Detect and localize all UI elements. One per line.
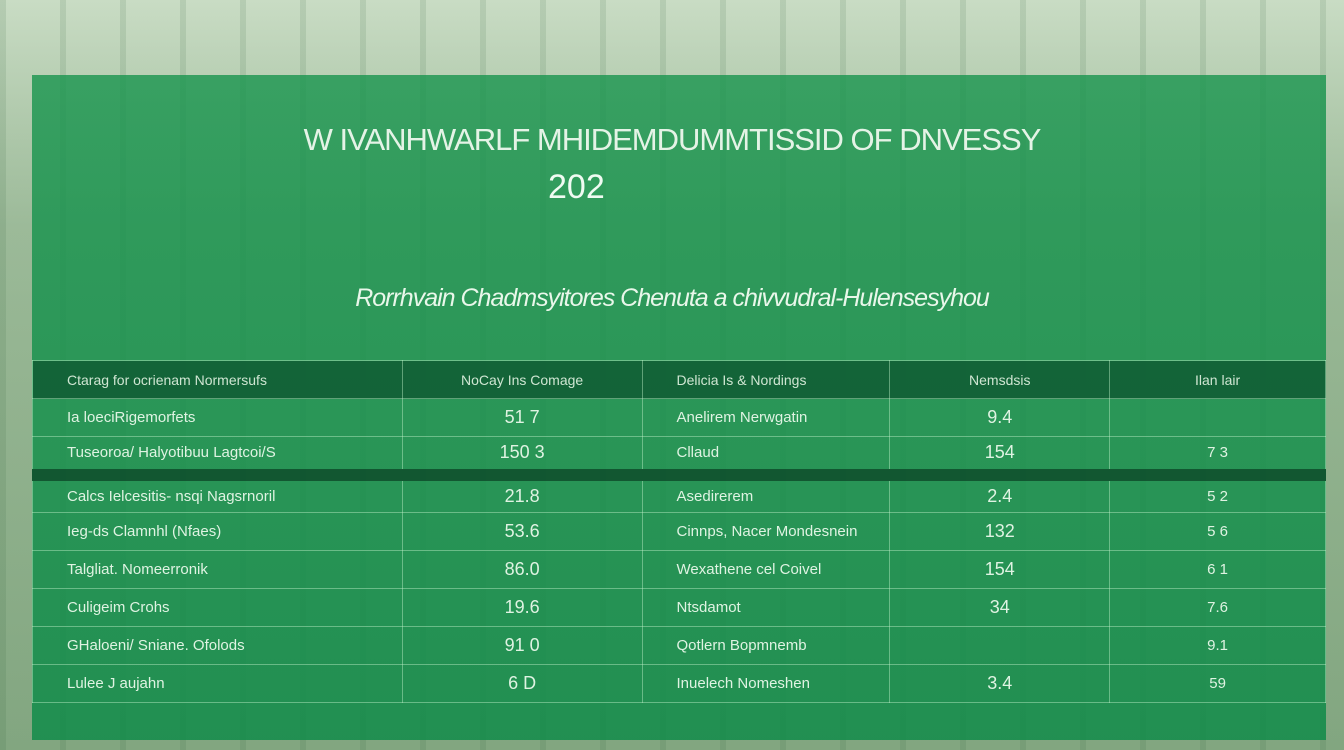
table-cell: 6 1 [1109,550,1326,589]
table-cell: 7.6 [1109,588,1326,627]
table-cell: Inuelech Nomeshen [641,664,891,703]
table-cell: Cllaud [641,436,891,481]
table-cell: Qotlern Bopmnemb [641,626,891,665]
column-header: Nemsdsis [889,360,1111,399]
table-row: Ieg-ds Clamnhl (Nfaes) 53.6 Cinnps, Nacer … [32,512,1326,551]
table-cell: 9.4 [889,398,1111,437]
table-cell: 2.4 [889,474,1111,513]
table-cell: 53.6 [401,512,643,551]
table-cell: 154 [889,550,1111,589]
table-row: Tuseoroa/ Halyotibuu Lagtcoi/S 150 3 Cllau… [32,436,1326,481]
table-cell: GHaloeni/ Sniane. Ofolods [32,626,403,665]
table-cell: Tuseoroa/ Halyotibuu Lagtcoi/S [32,436,403,481]
column-header: NoCay Ins Comage [401,360,643,399]
table-cell: 21.8 [401,474,643,513]
table-cell: 5 2 [1109,474,1326,513]
table-cell: Anelirem Nerwgatin [641,398,891,437]
table-cell: Lulee J aujahn [32,664,403,703]
table-cell: 91 0 [401,626,643,665]
table-cell: Wexathene cel Coivel [641,550,891,589]
table-cell: 34 [889,588,1111,627]
table-cell: 5 6 [1109,512,1326,551]
table-cell: 154 [889,436,1111,481]
column-header: Ctarag for ocrienam Normersufs [32,360,403,399]
table-cell: Talgliat. Nomeerronik [32,550,403,589]
table-cell: 7 3 [1109,436,1326,481]
table-cell: Asedirerem [641,474,891,513]
column-header: Ilan lair [1109,360,1326,399]
table-cell: Ntsdamot [641,588,891,627]
table-row: Ia loeciRigemorfets 51 7 Anelirem Nerwgati… [32,398,1326,437]
table-row: GHaloeni/ Sniane. Ofolods 91 0 Qotlern Bop… [32,626,1326,665]
table-cell: Cinnps, Nacer Mondesnein [641,512,891,551]
table-row: Talgliat. Nomeerronik 86.0 Wexathene cel C… [32,550,1326,589]
table-cell: Ieg-ds Clamnhl (Nfaes) [32,512,403,551]
table-cell: 59 [1109,664,1326,703]
table-cell: Calcs Ielcesitis- nsqi Nagsrnoril [32,474,403,513]
table-cell: 150 3 [401,436,643,481]
table-header-row: Ctarag for ocrienam Normersufs NoCay Ins … [32,360,1326,399]
subtitle: Rorrhvain Chadmsyitores Chenuta a chivvu… [355,284,990,312]
table-cell: 9.1 [1109,626,1326,665]
table-cell: 86.0 [401,550,643,589]
page-title: W IVANHWARLF MHIDEMDUMMTISSID OF DNVESSY [303,122,1042,157]
table-cell: Ia loeciRigemorfets [32,398,403,437]
column-header: Delicia Is & Nordings [641,360,891,399]
table-cell: Culigeim Crohs [32,588,403,627]
data-table: Ctarag for ocrienam Normersufs NoCay Ins … [32,360,1326,703]
table-cell: 3.4 [889,664,1111,703]
table-cell: 6 D [401,664,643,703]
table-cell [889,626,1111,665]
table-row: Lulee J aujahn 6 D Inuelech Nomeshen 3.4 59 [32,664,1326,703]
table-row: Culigeim Crohs 19.6 Ntsdamot 34 7.6 [32,588,1326,627]
table-row: Calcs Ielcesitis- nsqi Nagsrnoril 21.8 Ase… [32,474,1326,513]
table-cell: 19.6 [401,588,643,627]
table-cell: 51 7 [401,398,643,437]
year-label: 202 [548,168,605,206]
table-cell [1109,398,1326,437]
table-cell: 132 [889,512,1111,551]
